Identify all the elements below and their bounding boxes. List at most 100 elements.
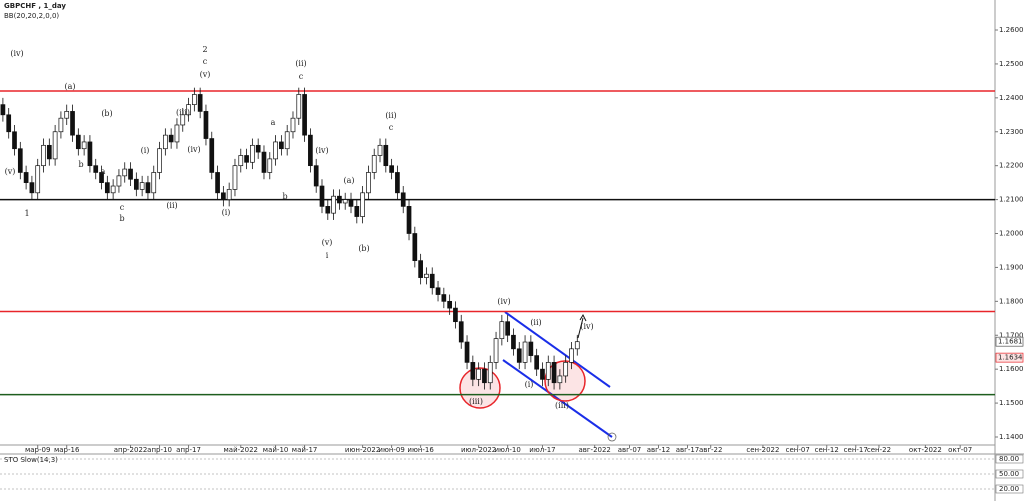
candle-body [284, 131, 290, 150]
wave-label: (iv) [315, 146, 328, 155]
candle-body [377, 144, 383, 156]
tick-box [995, 469, 1024, 479]
candle-body [6, 114, 12, 133]
x-tick-label: сен-12 [815, 446, 839, 454]
x-tick-label: май-10 [263, 446, 289, 454]
candle-body [569, 348, 574, 363]
candle-body [383, 144, 389, 167]
candle-body [87, 141, 93, 167]
candle-body [99, 172, 104, 183]
tick-box [995, 484, 1024, 494]
candle-body [46, 144, 52, 160]
candle-body [366, 172, 371, 194]
y-tick-label: 1.2100 [999, 196, 1024, 204]
candle-body [511, 334, 516, 350]
y-tick-label: 1.2200 [999, 162, 1024, 170]
y-tick-label: 1.2400 [999, 94, 1024, 102]
x-tick-label: июн-16 [407, 446, 434, 454]
x-tick-label: окт-07 [948, 446, 972, 454]
candle-body [470, 362, 476, 380]
candle-body [139, 182, 145, 190]
wave-label: (ii) [530, 318, 541, 327]
candle-body [17, 148, 23, 173]
wave-label: c [299, 72, 304, 81]
candle-body [162, 134, 168, 150]
y-tick-label: 1.2600 [999, 26, 1024, 34]
wave-label: i [326, 251, 329, 260]
y-tick-label: 20.00 [999, 485, 1019, 493]
candle-body [406, 206, 412, 234]
wave-label: (ii) [295, 59, 306, 68]
price-tag [995, 352, 1024, 363]
candle-body [308, 134, 313, 167]
candle-body [551, 362, 557, 384]
wave-label: (iv) [580, 322, 593, 331]
wave-label: (i) [525, 380, 534, 389]
candle-body [429, 273, 435, 289]
y-tick-label: 1.1400 [999, 433, 1024, 441]
candle-body [574, 341, 580, 350]
candle-body [371, 155, 377, 173]
wave-label: (i) [222, 208, 231, 217]
wave-label: (b) [101, 109, 112, 118]
wave-label: a [101, 167, 106, 176]
candle-body [267, 158, 273, 173]
price-tag-label: 1.1681 [998, 338, 1023, 346]
candle-body [209, 138, 215, 173]
candle-body [186, 104, 191, 116]
x-tick-label: апр-17 [176, 446, 201, 454]
candle-body [104, 182, 110, 194]
tick-box [995, 454, 1024, 464]
candle-body [221, 192, 226, 200]
wave-label: c [389, 123, 394, 132]
candle-body [360, 192, 365, 217]
x-tick-label: сен-22 [867, 446, 891, 454]
target-marker [607, 432, 617, 442]
x-tick-label: апр-2022 [114, 446, 148, 454]
candle-body [476, 368, 481, 380]
candle-body [447, 300, 452, 309]
candle-body [226, 189, 232, 200]
candle-body [0, 104, 6, 116]
x-tick-label: май-2022 [224, 446, 258, 454]
x-tick-label: апр-10 [147, 446, 172, 454]
candle-body [302, 94, 307, 136]
candle-body [93, 165, 99, 173]
candle-body [557, 375, 563, 384]
candle-body [441, 294, 447, 302]
wave-label: (iv) [497, 297, 510, 306]
panel-title: STO Slow(14,3) [4, 456, 58, 464]
candle-body [296, 94, 302, 119]
price-tag [995, 336, 1024, 347]
candle-body [35, 165, 41, 194]
candle-body [238, 155, 244, 167]
candle-body [540, 368, 545, 380]
y-tick-label: 1.1500 [999, 399, 1024, 407]
candle-body [482, 368, 487, 384]
wave-label: 1 [24, 209, 29, 218]
candle-body [412, 233, 418, 261]
x-tick-label: мар-09 [25, 446, 50, 454]
wave-label: (iii) [469, 397, 483, 406]
x-tick-label: мар-16 [54, 446, 80, 454]
wave-label: (v) [322, 238, 333, 247]
candle-body [29, 182, 35, 194]
candle-body [516, 348, 522, 363]
candle-body [354, 206, 360, 217]
y-tick-label: 1.2300 [999, 128, 1024, 136]
wave-label: (v) [5, 167, 16, 176]
candle-body [273, 141, 278, 160]
x-tick-label: июл-17 [529, 446, 555, 454]
candle-body [168, 134, 174, 143]
x-tick-label: июл-10 [494, 446, 520, 454]
x-tick-label: авг-12 [647, 446, 671, 454]
candle-body [453, 307, 458, 323]
wave-label: (ii) [166, 201, 177, 210]
x-tick-label: май-17 [292, 446, 318, 454]
candle-body [337, 195, 342, 204]
candle-body [458, 321, 464, 343]
x-tick-label: окт-2022 [909, 446, 942, 454]
wave-label: b [119, 214, 124, 223]
